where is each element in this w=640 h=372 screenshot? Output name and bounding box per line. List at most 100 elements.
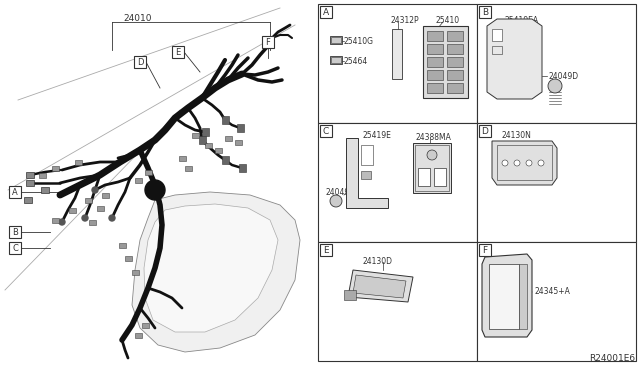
Bar	[447, 31, 463, 41]
Polygon shape	[492, 141, 557, 185]
Circle shape	[548, 79, 562, 93]
Polygon shape	[353, 275, 406, 298]
Bar	[361, 171, 371, 179]
Circle shape	[92, 187, 98, 193]
Bar	[179, 155, 186, 160]
Bar	[477, 4, 636, 123]
Bar	[434, 168, 446, 186]
Text: 25410G: 25410G	[344, 36, 374, 45]
Bar	[88, 219, 95, 224]
Bar	[84, 198, 92, 202]
Bar	[344, 290, 356, 300]
Bar	[134, 56, 146, 68]
Bar	[318, 242, 477, 361]
Circle shape	[427, 150, 437, 160]
Bar	[239, 164, 246, 172]
Circle shape	[109, 215, 115, 221]
Text: A: A	[323, 7, 329, 16]
Text: 24345+A: 24345+A	[535, 287, 571, 296]
Polygon shape	[132, 192, 300, 352]
Bar	[102, 192, 109, 198]
Bar	[413, 143, 451, 193]
Circle shape	[514, 160, 520, 166]
Text: A: A	[12, 187, 18, 196]
Polygon shape	[144, 204, 278, 332]
Bar	[415, 145, 449, 191]
Text: 24049D: 24049D	[549, 72, 579, 81]
Bar	[97, 205, 104, 211]
Bar	[318, 123, 477, 242]
Text: D: D	[481, 126, 488, 135]
Bar	[118, 243, 125, 247]
Bar	[330, 56, 342, 64]
Bar	[492, 29, 502, 41]
Text: 24130D: 24130D	[363, 257, 393, 266]
Bar	[479, 125, 491, 137]
Bar	[9, 226, 21, 238]
Bar	[68, 208, 76, 212]
Bar	[447, 44, 463, 54]
Text: C: C	[12, 244, 18, 253]
Circle shape	[502, 160, 508, 166]
Bar	[214, 148, 221, 153]
Bar	[74, 160, 81, 164]
Bar	[423, 26, 468, 98]
Text: 25464: 25464	[344, 57, 368, 65]
Circle shape	[82, 215, 88, 221]
Bar	[24, 197, 32, 203]
Circle shape	[145, 180, 165, 200]
Circle shape	[330, 195, 342, 207]
Bar	[131, 269, 138, 275]
Text: B: B	[482, 7, 488, 16]
Bar	[26, 172, 34, 178]
Text: 24130N: 24130N	[502, 131, 532, 140]
Bar	[477, 123, 636, 242]
Text: 25410: 25410	[436, 16, 460, 25]
Circle shape	[526, 160, 532, 166]
Bar	[519, 264, 527, 329]
Bar	[427, 31, 443, 41]
Bar	[9, 186, 21, 198]
Polygon shape	[487, 19, 542, 99]
Bar	[427, 70, 443, 80]
Bar	[134, 177, 141, 183]
Text: D: D	[137, 58, 143, 67]
Bar	[330, 36, 342, 44]
Polygon shape	[482, 254, 532, 337]
Bar	[331, 57, 341, 63]
Text: F: F	[266, 38, 271, 46]
Text: R24001E6: R24001E6	[589, 354, 635, 363]
Bar	[427, 57, 443, 67]
Text: 25419EA: 25419EA	[505, 16, 539, 25]
Text: 24388MA: 24388MA	[416, 133, 452, 142]
Bar	[205, 142, 211, 148]
Bar	[51, 166, 58, 170]
Bar	[477, 242, 636, 361]
Bar	[38, 173, 45, 177]
Bar	[134, 333, 141, 337]
Bar	[492, 46, 502, 54]
Polygon shape	[346, 138, 388, 208]
Bar	[41, 187, 49, 193]
Bar	[479, 244, 491, 256]
Text: F: F	[483, 246, 488, 254]
Bar	[262, 36, 274, 48]
Text: 24010: 24010	[124, 13, 152, 22]
Bar	[237, 124, 244, 132]
Bar	[320, 125, 332, 137]
Bar	[489, 264, 519, 329]
Circle shape	[59, 219, 65, 225]
Bar	[9, 242, 21, 254]
Bar	[125, 256, 131, 260]
Bar	[234, 140, 241, 144]
Bar	[331, 37, 341, 43]
Bar	[320, 244, 332, 256]
Bar	[447, 57, 463, 67]
Text: 24049D: 24049D	[326, 188, 356, 197]
Bar	[479, 6, 491, 18]
Polygon shape	[348, 270, 413, 302]
Text: E: E	[175, 48, 180, 57]
Text: 24312P: 24312P	[391, 16, 420, 25]
Text: E: E	[323, 246, 329, 254]
Bar	[320, 6, 332, 18]
